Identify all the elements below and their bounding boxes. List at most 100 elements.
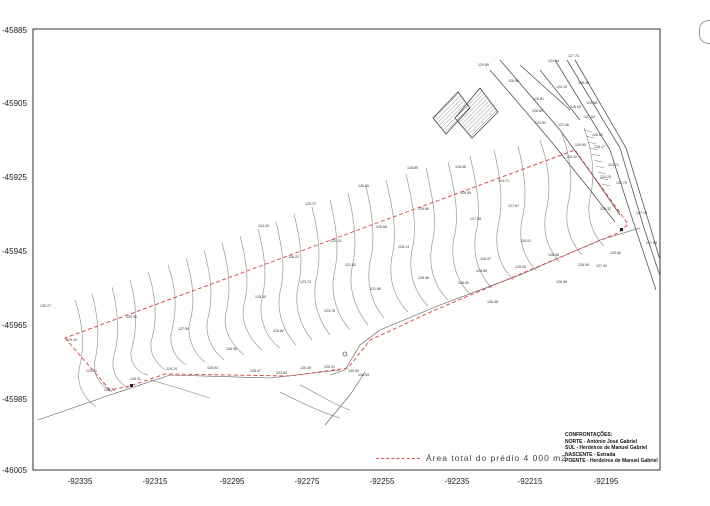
y-tick-label: -45985	[2, 395, 27, 404]
elevation-label: 133.90	[126, 315, 137, 319]
x-tick-label: -92255	[369, 477, 395, 486]
elevation-label: 123.76	[324, 309, 335, 313]
elevation-label: 122.79	[616, 181, 627, 185]
elevation-label: 120.81	[86, 369, 97, 373]
x-tick-label: -92235	[444, 477, 470, 486]
elevation-label: 126.66	[508, 79, 519, 83]
elevation-label: 126.66	[556, 280, 567, 284]
elevation-label: 128.89	[407, 166, 418, 170]
elevation-label: 126.55	[460, 191, 471, 195]
confrontacoes-title: CONFRONTAÇÕES:	[565, 432, 613, 438]
elevation-label: 126.58	[226, 347, 237, 351]
elevation-label: 127.67	[508, 204, 519, 208]
elevation-label: 125.05	[255, 295, 266, 299]
x-tick-label: -92295	[219, 477, 245, 486]
elevation-label: 125.72	[305, 202, 316, 206]
elevation-label: 128.14	[398, 245, 409, 249]
elevation-label: 130.53	[358, 373, 369, 377]
elevation-label: 125.66	[610, 251, 621, 255]
elevation-label: 126.06	[578, 263, 589, 267]
legend-line-swatch	[376, 458, 420, 459]
elevation-label: 130.27	[40, 304, 51, 308]
elevation-label: 128.00	[458, 281, 469, 285]
y-tick-label: -45945	[2, 247, 27, 256]
elevation-label: 124.10	[556, 85, 567, 89]
elevation-label: 128.56	[455, 165, 466, 169]
elevation-label: 126.53	[570, 105, 581, 109]
survey-marker	[130, 384, 133, 387]
elevation-label: 127.46	[558, 123, 569, 127]
plot-frame	[32, 28, 661, 471]
elevation-label: 126.82	[273, 329, 284, 333]
elevation-label: 125.80	[418, 207, 429, 211]
elevation-label: 122.24	[330, 239, 341, 243]
elevation-label: 126.58	[418, 276, 429, 280]
elevation-label: 129.90	[575, 143, 586, 147]
elevation-label: 127.64	[584, 115, 595, 119]
elevation-label: 125.71	[104, 388, 115, 392]
elevation-label: 126.65	[358, 184, 369, 188]
building-2	[454, 87, 499, 139]
elevation-label: 127.00	[596, 264, 607, 268]
survey-point	[342, 351, 348, 357]
elevation-label: 125.32	[600, 207, 611, 211]
elevation-label: 129.89	[478, 63, 489, 67]
elevation-label: 123.66	[586, 101, 597, 105]
confrontacao-nascente: NASCENTE - Estrada	[565, 451, 616, 458]
elevation-label: 127.59	[178, 327, 189, 331]
elevation-label: 125.68	[376, 225, 387, 229]
x-tick-label: -92275	[294, 477, 320, 486]
elevation-label: 126.37	[480, 257, 491, 261]
elevation-label: 126.89	[532, 109, 543, 113]
elevation-label: 126.40	[578, 81, 589, 85]
elevation-label: 128.01	[520, 239, 531, 243]
elevation-label: 124.21	[608, 163, 619, 167]
elevation-label: 124.84	[548, 59, 559, 63]
y-tick-label: -46005	[2, 466, 27, 475]
elevation-label: 127.89	[646, 241, 657, 245]
elevation-label: 124.71	[498, 179, 509, 183]
elevation-label: 125.31	[130, 377, 141, 381]
y-tick-label: -45925	[2, 173, 27, 182]
page-edge-decoration	[699, 20, 710, 44]
x-tick-label: -92315	[142, 477, 168, 486]
x-tick-label: -92215	[517, 477, 543, 486]
elevation-label: 124.74	[166, 367, 177, 371]
confrontacao-sul: SUL - Herdeiros de Manuel Gabriel	[565, 445, 648, 452]
elevation-label: 124.81	[533, 97, 544, 101]
y-tick-label: -45905	[2, 99, 27, 108]
elevation-label: 126.85	[476, 269, 487, 273]
elevation-label: 123.92	[535, 121, 546, 125]
elevation-label: 130.46	[300, 366, 311, 370]
elevation-label: 127.74	[568, 54, 579, 58]
elevation-label: 123.74	[300, 280, 311, 284]
y-tick-label: -45885	[2, 26, 27, 35]
confrontacao-norte: NORTE - António José Gabriel	[565, 438, 638, 445]
road	[489, 59, 661, 291]
elevation-label: 130.90	[348, 369, 359, 373]
elevation-label: 121.82	[345, 263, 356, 267]
elevation-label: 126.48	[487, 300, 498, 304]
survey-marker	[620, 228, 623, 231]
elevation-label: 121.80	[370, 287, 381, 291]
elevation-label: 129.10	[66, 338, 77, 342]
elevation-labels: 129.89 126.66 124.81 124.84 124.10 123.92 127.…	[40, 54, 657, 392]
elevation-label: 129.31	[324, 365, 335, 369]
confrontacoes-box: CONFRONTAÇÕES: NORTE - António José Gabr…	[565, 432, 658, 465]
elevation-label: 127.08	[470, 217, 481, 221]
access-path	[37, 227, 641, 426]
legend-label: Área total do prédio 4 000 m2	[426, 453, 567, 463]
x-tick-label: -92195	[593, 477, 619, 486]
elevation-label: 126.62	[592, 133, 603, 137]
elevation-label: 124.20	[258, 224, 269, 228]
elevation-label: 126.22	[288, 255, 299, 259]
elevation-label: 125.45	[515, 265, 526, 269]
x-tick-label: -92335	[67, 477, 93, 486]
elevation-label: 125.42	[566, 155, 577, 159]
elevation-label: 128.08	[548, 253, 559, 257]
elevation-label: 128.47	[250, 369, 261, 373]
elevation-label: 124.20	[600, 175, 611, 179]
elevation-label: 126.94	[207, 366, 218, 370]
property-boundary	[64, 149, 629, 391]
